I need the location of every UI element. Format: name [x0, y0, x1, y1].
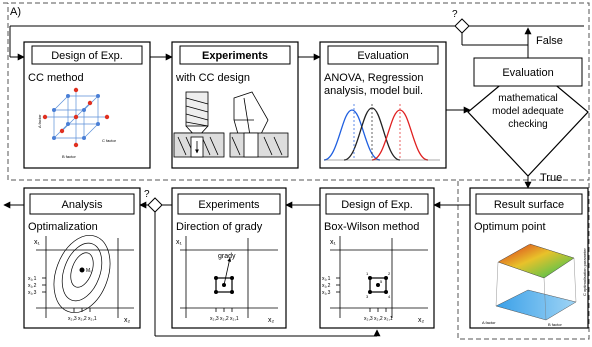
bw-point-4: 4 [388, 294, 391, 299]
bw-y-tick-1: x₁,1 [322, 276, 331, 282]
cc-axis-b: B factor [62, 154, 76, 159]
bw-title-bar [325, 193, 429, 215]
bw-subtitle: Box-Wilson method [324, 221, 419, 233]
adequacy-decision: Evaluation Evaluation mathematical model… [467, 57, 589, 177]
drill-illustration [173, 91, 289, 158]
bw-point-1: 1 [366, 271, 369, 276]
analysis-x-tick-3: x₂,1 [88, 316, 97, 322]
optimum-point [79, 267, 85, 273]
decision-mark-mid: ? [144, 189, 150, 200]
evaluation-anova-box: Evaluation ANOVA, Regression analysis, m… [319, 41, 447, 169]
result-surface-box: Result surface Optimum point A factor B … [469, 187, 589, 329]
grady-y-label: x₁ [176, 239, 183, 246]
bw-y-label: x₁ [330, 239, 337, 246]
analysis-title: Analysis [62, 199, 103, 211]
eval-subtitle-2: analysis, model buil. [324, 85, 423, 97]
true-label: True [540, 172, 562, 184]
exp-title: Experiments [202, 50, 268, 62]
bw-y-tick-3: x₁,3 [322, 290, 331, 296]
analysis-x-tick-1: x₂,3 [68, 316, 77, 322]
grady-plot [180, 236, 278, 318]
bw-point-2: 2 [388, 271, 391, 276]
exp-subtitle: with CC design [175, 72, 250, 84]
grady-x-label: x₂ [268, 317, 275, 324]
analysis-y-tick-2: x₁,2 [28, 283, 37, 289]
eval-title-bar [327, 45, 439, 65]
decision-text-1: mathematical [498, 93, 557, 104]
cc-title: Design of Exp. [51, 50, 123, 62]
grady-x-tick-3: x₂,1 [230, 316, 239, 322]
false-label: False [536, 35, 563, 47]
decision-diamond-top [454, 18, 470, 34]
analysis-x-tick-2: x₂,2 [78, 316, 87, 322]
surface-axis-c: C optimalisation parameter [582, 248, 587, 296]
surface-subtitle: Optimum point [474, 221, 546, 233]
bw-point-3: 3 [366, 294, 369, 299]
grady-subtitle: Direction of grady [176, 221, 263, 233]
surface-title: Result surface [494, 199, 564, 211]
cc-subtitle: CC method [28, 72, 84, 84]
panel-label: A) [10, 6, 21, 18]
grady-title: Experiments [198, 199, 260, 211]
grady-box: Experiments Direction of grady grady x₁ … [171, 187, 287, 329]
bw-title: Design of Exp. [341, 199, 413, 211]
bw-x-label: x₂ [418, 317, 425, 324]
cc-axis-c: C factor [102, 138, 117, 143]
top-feedback-loop [9, 18, 584, 61]
cc-axis-a: A factor [37, 114, 42, 128]
cc-points [42, 87, 110, 148]
eval-subtitle-1: ANOVA, Regression [324, 72, 423, 84]
mid-decision-loop [139, 197, 381, 337]
grady-points [214, 276, 234, 294]
analysis-plot [36, 236, 134, 318]
surface-axis-a: A factor [482, 320, 496, 325]
bw-plot [330, 236, 428, 318]
cc-title-bar [31, 45, 143, 65]
surface-title-bar [475, 193, 583, 215]
analysis-y-tick-3: x₁,3 [28, 290, 37, 296]
experiments-cc-box: Experiments with CC design [171, 41, 299, 169]
grady-arrow-label: grady [218, 253, 236, 260]
box-wilson-box: Design of Exp. Box-Wilson method 1 2 3 4… [319, 187, 435, 329]
analysis-subtitle: Optimalization [28, 221, 98, 233]
grady-title-bar [177, 193, 281, 215]
optimum-label: M₀ [86, 268, 92, 274]
bw-point-5: 5 [380, 279, 383, 284]
analysis-x-label: x₂ [124, 317, 131, 324]
decision-title-front: Evaluation [502, 67, 553, 79]
grady-x-tick-2: x₂,2 [220, 316, 229, 322]
decision-mark-top: ? [452, 9, 458, 20]
bw-points [368, 276, 388, 294]
analysis-y-tick-1: x₁,1 [28, 276, 37, 282]
analysis-y-label: x₁ [34, 239, 41, 246]
contour-ellipses [53, 235, 111, 313]
decision-text-2: model adequate [492, 106, 564, 117]
bw-x-tick-2: x₂,2 [374, 316, 383, 322]
analysis-title-bar [29, 193, 135, 215]
lower-dashed-frame [457, 181, 590, 340]
response-surface-plot [495, 243, 577, 321]
analysis-box: Analysis Optimalization M₀ x₁ x₂ x₁,1 x₁… [23, 187, 141, 329]
decision-diamond-mid [147, 197, 163, 213]
eval-title: Evaluation [357, 50, 408, 62]
distribution-curves [323, 104, 440, 161]
grady-x-tick-1: x₂,3 [210, 316, 219, 322]
bw-x-tick-3: x₂,1 [384, 316, 393, 322]
bw-x-tick-1: x₂,3 [364, 316, 373, 322]
decision-text-3: checking [508, 119, 547, 130]
bw-y-tick-2: x₁,2 [322, 283, 331, 289]
exp-title-bar [179, 45, 291, 65]
cc-design-box: Design of Exp. CC method [23, 41, 151, 169]
upper-dashed-frame [3, 2, 590, 181]
surface-axis-b: B factor [548, 322, 562, 327]
